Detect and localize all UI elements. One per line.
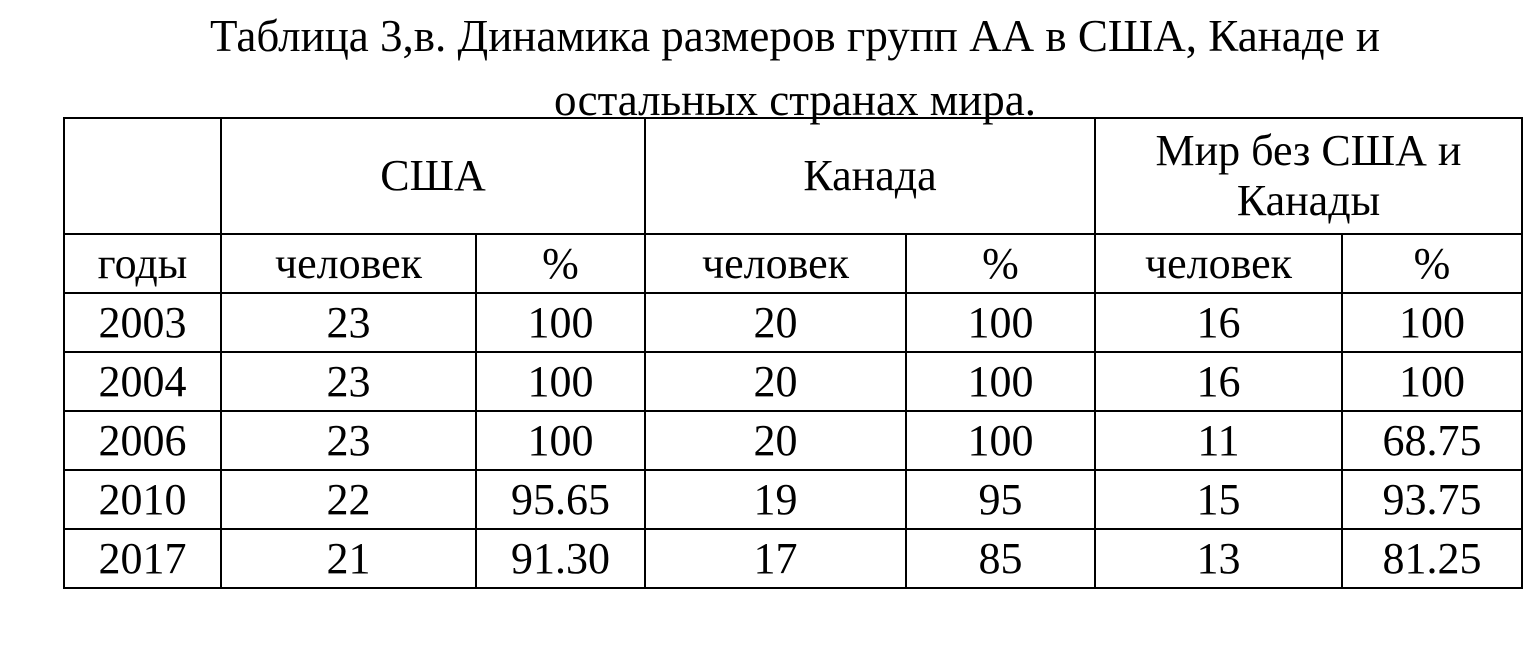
column-header: человек [644,233,907,294]
column-header: % [1341,233,1523,294]
year-cell: 2010 [63,469,222,530]
title-line-1: Таблица 3,в. Динамика размеров групп АА … [210,11,1380,61]
data-table: США Канада Мир без США и Канады годы чело… [63,117,1523,589]
value-cell: 100 [905,351,1096,412]
group-header-row: США Канада Мир без США и Канады [63,117,1523,235]
value-cell: 81.25 [1341,528,1523,589]
column-header: годы [63,233,222,294]
value-cell: 22 [220,469,477,530]
column-header: % [475,233,646,294]
table-row: 2017 21 91.30 17 85 13 81.25 [63,528,1523,589]
value-cell: 19 [644,469,907,530]
value-cell: 20 [644,351,907,412]
subheader-row: годы человек% человек% человек% [63,233,1523,294]
value-cell: 20 [644,410,907,471]
value-cell: 95.65 [475,469,646,530]
value-cell: 13 [1094,528,1343,589]
group-header-empty [63,117,222,235]
value-cell: 100 [475,351,646,412]
value-cell: 100 [1341,351,1523,412]
value-cell: 100 [1341,292,1523,353]
column-header: человек [220,233,477,294]
value-cell: 95 [905,469,1096,530]
value-cell: 15 [1094,469,1343,530]
value-cell: 21 [220,528,477,589]
year-cell: 2006 [63,410,222,471]
group-header-world: Мир без США и Канады [1094,117,1523,235]
table-row: 2004 23 100 20 100 16 100 [63,351,1523,412]
table-row: 2003 23 100 20 100 16 100 [63,292,1523,353]
group-header-canada: Канада [644,117,1096,235]
value-cell: 23 [220,292,477,353]
value-cell: 85 [905,528,1096,589]
value-cell: 100 [475,410,646,471]
year-cell: 2004 [63,351,222,412]
title-line-2: остальных странах мира. [554,75,1036,125]
value-cell: 91.30 [475,528,646,589]
value-cell: 20 [644,292,907,353]
table-row: 2010 22 95.65 19 95 15 93.75 [63,469,1523,530]
value-cell: 16 [1094,351,1343,412]
value-cell: 17 [644,528,907,589]
year-cell: 2003 [63,292,222,353]
value-cell: 16 [1094,292,1343,353]
value-cell: 93.75 [1341,469,1523,530]
year-cell: 2017 [63,528,222,589]
value-cell: 11 [1094,410,1343,471]
column-header: человек [1094,233,1343,294]
column-header: % [905,233,1096,294]
value-cell: 68.75 [1341,410,1523,471]
value-cell: 23 [220,351,477,412]
value-cell: 100 [475,292,646,353]
value-cell: 23 [220,410,477,471]
value-cell: 100 [905,292,1096,353]
group-header-usa: США [220,117,646,235]
table-row: 2006 23 100 20 100 11 68.75 [63,410,1523,471]
document-title: Таблица 3,в. Динамика размеров групп АА … [0,4,1529,132]
value-cell: 100 [905,410,1096,471]
